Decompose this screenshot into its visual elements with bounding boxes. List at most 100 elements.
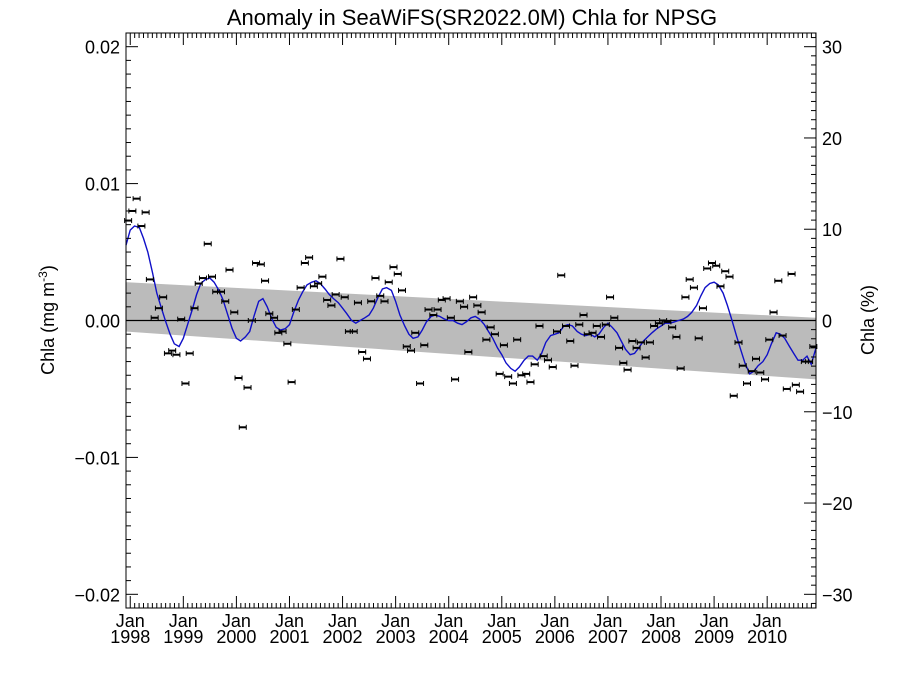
- data-point: [756, 370, 765, 376]
- data-point: [243, 385, 252, 391]
- x-tick-year-label: 2002: [323, 627, 363, 647]
- x-tick-month-label: Jan: [169, 611, 198, 631]
- data-point: [734, 339, 743, 345]
- data-point: [685, 276, 694, 282]
- data-point: [424, 307, 433, 313]
- data-point: [327, 302, 336, 308]
- data-point: [207, 274, 216, 280]
- data-point: [787, 271, 796, 277]
- data-point: [168, 348, 177, 354]
- x-tick-month-label: Jan: [328, 611, 357, 631]
- data-point: [526, 379, 535, 385]
- x-tick-year-label: 1998: [110, 627, 150, 647]
- data-point: [389, 264, 398, 270]
- data-point: [407, 348, 416, 354]
- data-point: [628, 338, 637, 344]
- y-axis-left: 0.02 0.01 0.00 −0.01 −0.02: [74, 38, 138, 605]
- data-point: [552, 328, 561, 334]
- data-point: [159, 294, 168, 300]
- data-point: [420, 342, 429, 348]
- data-point: [141, 209, 150, 215]
- y2-tick-label: 10: [822, 220, 842, 240]
- data-point: [402, 344, 411, 350]
- data-point: [247, 318, 256, 323]
- data-point: [309, 283, 318, 289]
- data-point: [163, 350, 172, 356]
- data-point: [805, 359, 814, 365]
- data-point: [694, 335, 703, 341]
- data-point: [185, 350, 194, 356]
- data-point: [451, 376, 460, 382]
- data-point: [416, 380, 425, 386]
- data-point: [778, 333, 787, 339]
- data-point: [791, 382, 800, 388]
- data-point: [623, 367, 632, 373]
- data-point: [194, 281, 203, 287]
- data-point: [464, 349, 473, 355]
- data-point: [703, 265, 712, 271]
- data-point: [336, 256, 345, 262]
- x-tick-month-label: Jan: [593, 611, 622, 631]
- x-tick-month-label: Jan: [646, 611, 675, 631]
- data-point: [535, 323, 544, 329]
- y2-tick-label: 0: [822, 312, 832, 332]
- data-point: [380, 298, 389, 304]
- x-tick-year-label: 2005: [482, 627, 522, 647]
- data-point: [477, 309, 486, 315]
- data-point: [566, 338, 575, 344]
- x-tick-year-label: 2006: [535, 627, 575, 647]
- data-point: [729, 393, 738, 399]
- data-point: [774, 278, 783, 284]
- data-point: [681, 294, 690, 300]
- data-point: [318, 274, 327, 280]
- data-point: [615, 345, 624, 351]
- data-point: [433, 307, 442, 313]
- data-point: [261, 278, 270, 284]
- data-point: [323, 297, 332, 303]
- data-point: [592, 323, 601, 329]
- data-point: [473, 302, 482, 308]
- x-tick-year-label: 2003: [376, 627, 416, 647]
- data-point: [340, 294, 349, 300]
- data-point: [446, 315, 455, 321]
- data-point: [597, 334, 606, 340]
- data-point: [371, 275, 380, 281]
- data-point: [283, 341, 292, 347]
- data-point: [645, 339, 654, 345]
- x-tick-year-label: 2001: [269, 627, 309, 647]
- x-tick-month-label: Jan: [700, 611, 729, 631]
- data-point: [181, 380, 190, 386]
- y-axis-title-close: ): [38, 265, 58, 271]
- x-tick-month-label: Jan: [540, 611, 569, 631]
- x-tick-month-label: Jan: [753, 611, 782, 631]
- data-point: [743, 380, 751, 386]
- data-point: [650, 323, 659, 329]
- data-point: [752, 356, 761, 362]
- data-point: [429, 312, 438, 318]
- x-tick-year-label: 2007: [588, 627, 628, 647]
- data-point: [331, 291, 340, 297]
- data-point: [265, 311, 274, 317]
- data-point: [314, 281, 323, 287]
- y-axis-title: Chla (mg m-3): [36, 265, 58, 375]
- data-point: [154, 305, 163, 311]
- data-point: [296, 285, 305, 291]
- running-mean-layer: [125, 225, 817, 375]
- y-axis-right: 30 20 10 0 −10 −20 −30: [804, 37, 853, 605]
- data-point: [610, 315, 619, 321]
- data-point: [579, 312, 588, 318]
- x-tick-year-label: 2008: [641, 627, 681, 647]
- data-point: [349, 328, 358, 334]
- data-point: [278, 328, 287, 334]
- data-point: [539, 353, 548, 359]
- x-tick-year-label: 2000: [216, 627, 256, 647]
- data-point: [504, 374, 513, 380]
- trend-band-layer: [126, 282, 816, 380]
- data-point: [672, 334, 681, 340]
- data-point: [765, 337, 774, 343]
- data-point: [353, 300, 362, 306]
- data-point: [562, 323, 571, 329]
- data-point: [230, 309, 239, 315]
- data-point: [601, 322, 610, 328]
- y-axis-title-main: Chla (mg m: [38, 282, 58, 375]
